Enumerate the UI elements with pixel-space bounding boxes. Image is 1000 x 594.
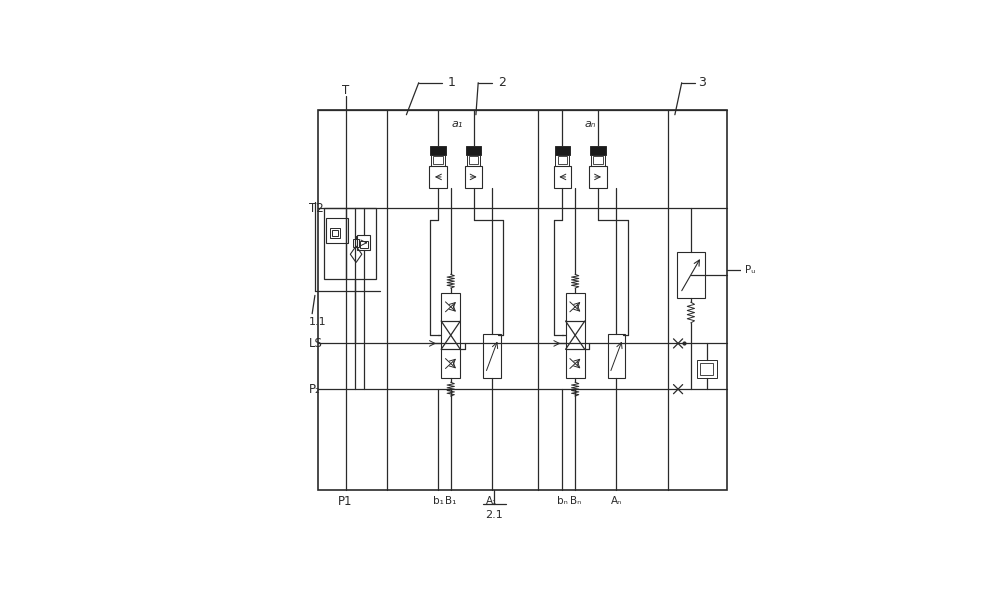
Text: Pᵤ: Pᵤ — [745, 266, 755, 275]
Bar — [555, 154, 569, 166]
Bar — [429, 166, 447, 188]
Bar — [330, 228, 340, 238]
Text: bₙ: bₙ — [557, 496, 568, 506]
Bar — [433, 156, 443, 164]
Bar — [441, 293, 460, 321]
Bar — [558, 156, 567, 164]
Text: A₁: A₁ — [486, 496, 498, 506]
Text: 2.1: 2.1 — [485, 510, 503, 520]
Bar — [697, 361, 717, 378]
Text: P₂: P₂ — [309, 383, 321, 396]
Text: a₁: a₁ — [452, 119, 463, 129]
Bar — [326, 217, 348, 243]
Text: Aₙ: Aₙ — [611, 496, 622, 506]
Text: 2: 2 — [498, 76, 506, 89]
Text: T2: T2 — [309, 202, 324, 215]
Bar — [318, 110, 727, 490]
Bar — [566, 349, 585, 378]
Bar — [467, 154, 480, 166]
Bar — [431, 154, 445, 166]
Text: T: T — [342, 84, 349, 97]
Bar — [483, 334, 501, 378]
Text: 1: 1 — [448, 76, 455, 89]
Bar — [590, 146, 606, 154]
Text: aₙ: aₙ — [585, 119, 596, 129]
Bar — [593, 156, 603, 164]
Bar — [555, 146, 570, 154]
Bar — [357, 235, 370, 249]
Bar — [566, 321, 585, 349]
Text: 3: 3 — [698, 76, 706, 89]
Bar — [441, 321, 460, 349]
Bar — [589, 166, 607, 188]
Bar — [441, 349, 460, 378]
Text: Bₙ: Bₙ — [570, 496, 581, 506]
Bar — [332, 230, 338, 236]
Bar — [554, 166, 571, 188]
Text: b₁: b₁ — [433, 496, 443, 506]
Bar — [591, 154, 605, 166]
Bar — [677, 252, 705, 298]
Bar — [466, 146, 481, 154]
Bar — [465, 166, 482, 188]
Text: P1: P1 — [338, 495, 353, 508]
Bar — [324, 208, 376, 279]
Bar — [608, 334, 625, 378]
Bar — [566, 293, 585, 321]
Bar — [469, 156, 478, 164]
Bar — [353, 239, 359, 247]
Text: LS: LS — [309, 337, 323, 350]
Text: 1.1: 1.1 — [309, 317, 327, 327]
Text: B₁: B₁ — [445, 496, 456, 506]
Bar — [430, 146, 446, 154]
Bar — [360, 241, 368, 248]
Bar — [700, 362, 713, 375]
